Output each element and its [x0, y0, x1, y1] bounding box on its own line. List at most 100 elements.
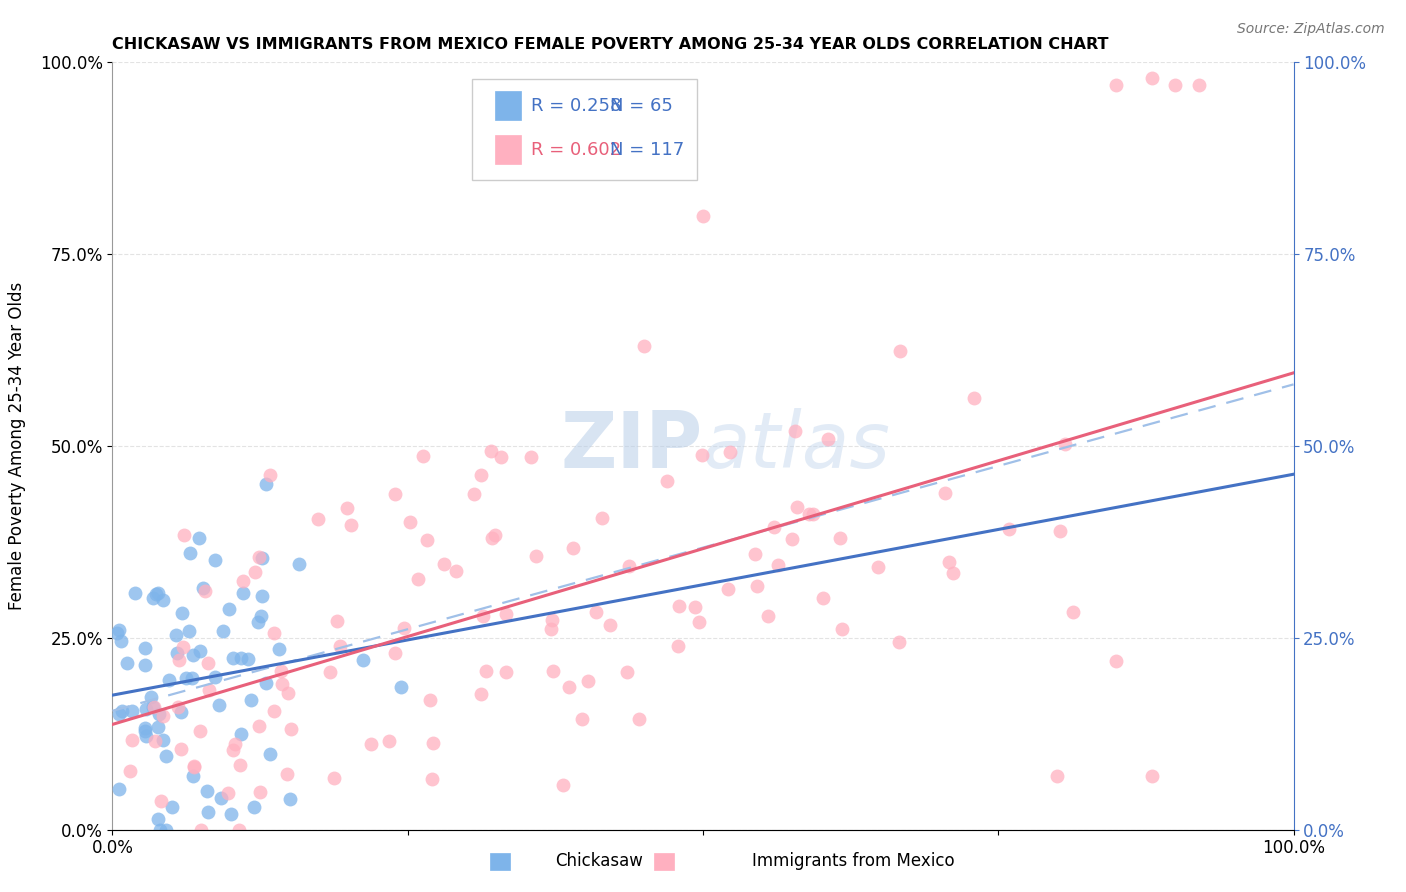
Point [188, 723, 211, 738]
Point [148, 586, 170, 600]
Point [1062, 605, 1084, 619]
Point [384, 486, 406, 500]
Point [627, 713, 650, 727]
FancyBboxPatch shape [471, 79, 697, 180]
Point [121, 733, 143, 747]
Point [336, 500, 359, 515]
Point [249, 785, 271, 799]
Text: Source: ZipAtlas.com: Source: ZipAtlas.com [1237, 22, 1385, 37]
Point [444, 564, 467, 578]
Point [142, 699, 165, 714]
Point [254, 676, 277, 690]
Point [280, 722, 302, 736]
Point [766, 558, 789, 573]
Point [160, 799, 183, 814]
Point [197, 805, 219, 819]
Point [172, 640, 194, 655]
Point [177, 624, 200, 639]
Text: N = 65: N = 65 [610, 97, 672, 115]
Point [139, 690, 162, 705]
FancyBboxPatch shape [495, 136, 522, 164]
Point [228, 757, 250, 772]
Point [181, 648, 204, 663]
Point [481, 531, 503, 545]
Point [155, 749, 177, 764]
Point [762, 520, 785, 534]
Point [183, 769, 205, 783]
Point [392, 621, 415, 635]
Point [231, 726, 253, 740]
Point [288, 557, 311, 571]
Point [240, 693, 263, 707]
Point [224, 738, 246, 752]
Point [149, 822, 172, 837]
Point [378, 733, 401, 747]
Point [259, 467, 281, 482]
Point [173, 528, 195, 542]
Point [475, 664, 498, 678]
Point [270, 664, 292, 678]
Point [254, 477, 277, 491]
Point [108, 623, 131, 637]
Point [541, 664, 564, 678]
Point [326, 614, 349, 628]
Point [524, 549, 547, 564]
Point [250, 609, 273, 624]
Point [190, 822, 212, 837]
Point [617, 559, 640, 574]
Point [134, 641, 156, 656]
Point [519, 450, 541, 464]
Point [148, 706, 170, 721]
Point [108, 781, 131, 796]
Point [152, 593, 174, 607]
Point [389, 680, 412, 694]
Point [232, 574, 254, 588]
Point [786, 500, 808, 514]
Point [188, 644, 211, 658]
Point [243, 799, 266, 814]
Point [135, 702, 157, 716]
Point [1188, 78, 1211, 93]
Point [831, 622, 853, 636]
Point [245, 565, 267, 579]
FancyBboxPatch shape [495, 91, 522, 120]
Point [152, 733, 174, 747]
Point [756, 609, 779, 624]
Point [322, 771, 344, 785]
Point [783, 424, 806, 438]
Point [416, 533, 439, 548]
Point [204, 670, 226, 684]
Point [1046, 769, 1069, 783]
Point [934, 486, 956, 500]
Point [250, 551, 273, 566]
Point [780, 532, 803, 546]
Point [121, 704, 143, 718]
Point [197, 683, 219, 698]
Point [484, 528, 506, 542]
Point [183, 758, 205, 772]
Point [495, 607, 517, 622]
Text: ZIP: ZIP [561, 408, 703, 484]
Point [1105, 78, 1128, 93]
Point [1164, 78, 1187, 93]
Text: R = 0.602: R = 0.602 [530, 141, 620, 159]
Point [599, 618, 621, 632]
Point [118, 764, 141, 778]
Point [229, 651, 252, 665]
Point [208, 698, 231, 712]
Point [145, 587, 167, 601]
Point [194, 583, 217, 598]
Point [470, 687, 492, 701]
Text: Chickasaw: Chickasaw [555, 852, 644, 870]
Point [422, 735, 444, 749]
Point [472, 609, 495, 624]
Point [212, 624, 235, 638]
Point [247, 550, 270, 565]
Point [195, 784, 218, 798]
Point [398, 515, 420, 529]
Point [174, 671, 197, 685]
Point [479, 444, 502, 458]
Point [830, 531, 852, 545]
Point [259, 747, 281, 761]
Point [134, 724, 156, 739]
